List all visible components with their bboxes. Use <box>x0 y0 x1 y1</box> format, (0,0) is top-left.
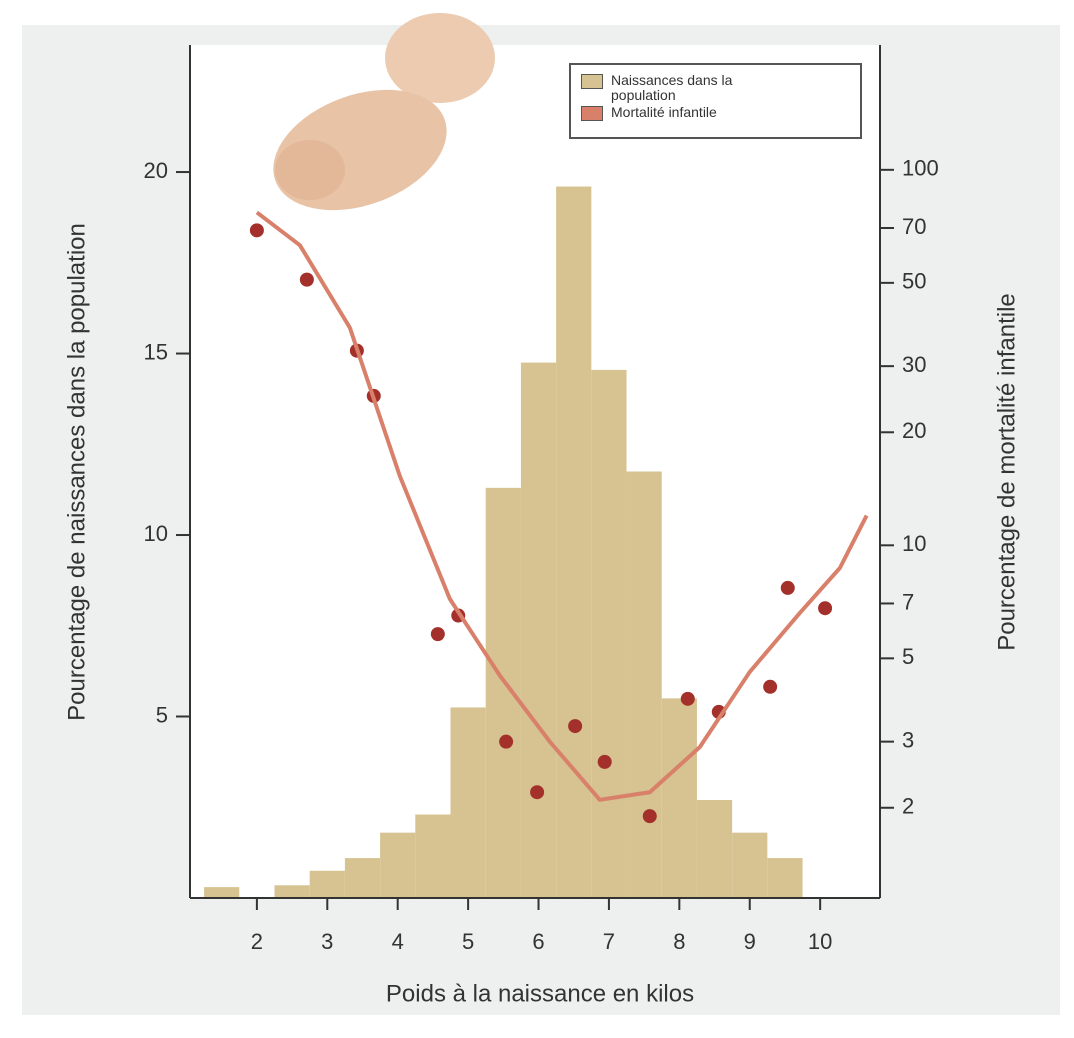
x-tick-label: 7 <box>603 929 615 954</box>
legend-swatch <box>581 74 603 89</box>
y2-tick-label: 100 <box>902 156 939 181</box>
x-tick-label: 2 <box>251 929 263 954</box>
x-tick-label: 4 <box>392 929 404 954</box>
y2-tick-label: 50 <box>902 269 926 294</box>
page: Poids à la naissance en kilos Pourcentag… <box>0 0 1074 1038</box>
legend-label: Naissances dans la population <box>611 73 761 103</box>
histogram-bar <box>556 187 591 898</box>
y2-tick-label: 30 <box>902 352 926 377</box>
y2-tick-label: 70 <box>902 214 926 239</box>
data-point <box>499 735 513 749</box>
legend-entry: Naissances dans la population <box>581 73 850 103</box>
y2-tick-label: 7 <box>902 589 914 614</box>
y2-tick-label: 2 <box>902 794 914 819</box>
histogram-bar <box>451 707 486 898</box>
histogram-bar <box>521 363 556 898</box>
x-axis-title: Poids à la naissance en kilos <box>386 980 694 1007</box>
y2-tick-label: 3 <box>902 727 914 752</box>
histogram-bar <box>732 833 767 898</box>
x-tick-label: 3 <box>321 929 333 954</box>
x-tick-label: 5 <box>462 929 474 954</box>
data-point <box>818 601 832 615</box>
y-axis-title: Pourcentage de naissances dans la popula… <box>63 223 90 721</box>
y2-tick-label: 5 <box>902 644 914 669</box>
histogram-bar <box>627 472 662 899</box>
legend-label: Mortalité infantile <box>611 105 761 120</box>
x-tick-label: 9 <box>744 929 756 954</box>
data-point <box>568 719 582 733</box>
histogram-bar <box>274 885 309 898</box>
histogram-bar <box>310 871 345 898</box>
legend-swatch <box>581 106 603 121</box>
histogram-bar <box>697 800 732 898</box>
y2-tick-label: 10 <box>902 531 926 556</box>
y2-tick-label: 20 <box>902 418 926 443</box>
legend: Naissances dans la population Mortalité … <box>569 63 862 139</box>
y-tick-label: 5 <box>156 702 168 727</box>
data-point <box>431 627 445 641</box>
data-point <box>681 692 695 706</box>
histogram-bar <box>380 833 415 898</box>
data-point <box>781 581 795 595</box>
histogram-bar <box>345 858 380 898</box>
x-tick-label: 10 <box>808 929 832 954</box>
histogram-bar <box>591 370 626 898</box>
x-tick-label: 8 <box>673 929 685 954</box>
histogram-bar <box>662 698 697 898</box>
y-tick-label: 20 <box>144 158 168 183</box>
data-point <box>598 755 612 769</box>
histogram-bar <box>415 815 450 898</box>
histogram-bar <box>486 488 521 898</box>
data-point <box>300 273 314 287</box>
y-tick-label: 15 <box>144 339 168 364</box>
histogram-bar <box>204 887 239 898</box>
x-tick-label: 6 <box>532 929 544 954</box>
data-point <box>250 223 264 237</box>
data-point <box>763 680 777 694</box>
data-point <box>530 785 544 799</box>
legend-entry: Mortalité infantile <box>581 105 850 121</box>
data-point <box>643 809 657 823</box>
y2-axis-title: Pourcentage de mortalité infantile <box>993 293 1020 651</box>
chart: Poids à la naissance en kilos Pourcentag… <box>0 0 1074 1038</box>
y-tick-label: 10 <box>144 521 168 546</box>
histogram-bar <box>767 858 802 898</box>
